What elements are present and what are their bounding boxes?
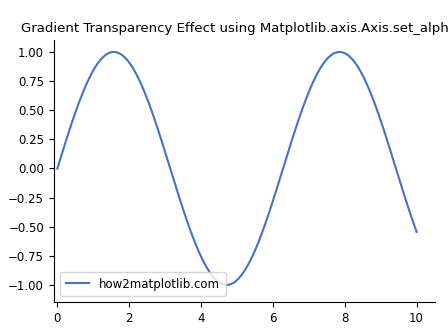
how2matplotlib.com [226, 283, 231, 287]
how2matplotlib.com [55, 166, 60, 170]
how2matplotlib.com [269, 202, 275, 206]
how2matplotlib.com [250, 254, 255, 258]
how2matplotlib.com [224, 283, 229, 287]
how2matplotlib.com [414, 230, 419, 234]
Title: Gradient Transparency Effect using Matplotlib.axis.Axis.set_alpha(): Gradient Transparency Effect using Matpl… [21, 22, 448, 35]
how2matplotlib.com [407, 209, 412, 213]
how2matplotlib.com [350, 58, 356, 62]
Legend: how2matplotlib.com: how2matplotlib.com [60, 272, 225, 296]
how2matplotlib.com [228, 282, 233, 286]
how2matplotlib.com [337, 50, 342, 54]
Line: how2matplotlib.com: how2matplotlib.com [57, 52, 417, 285]
